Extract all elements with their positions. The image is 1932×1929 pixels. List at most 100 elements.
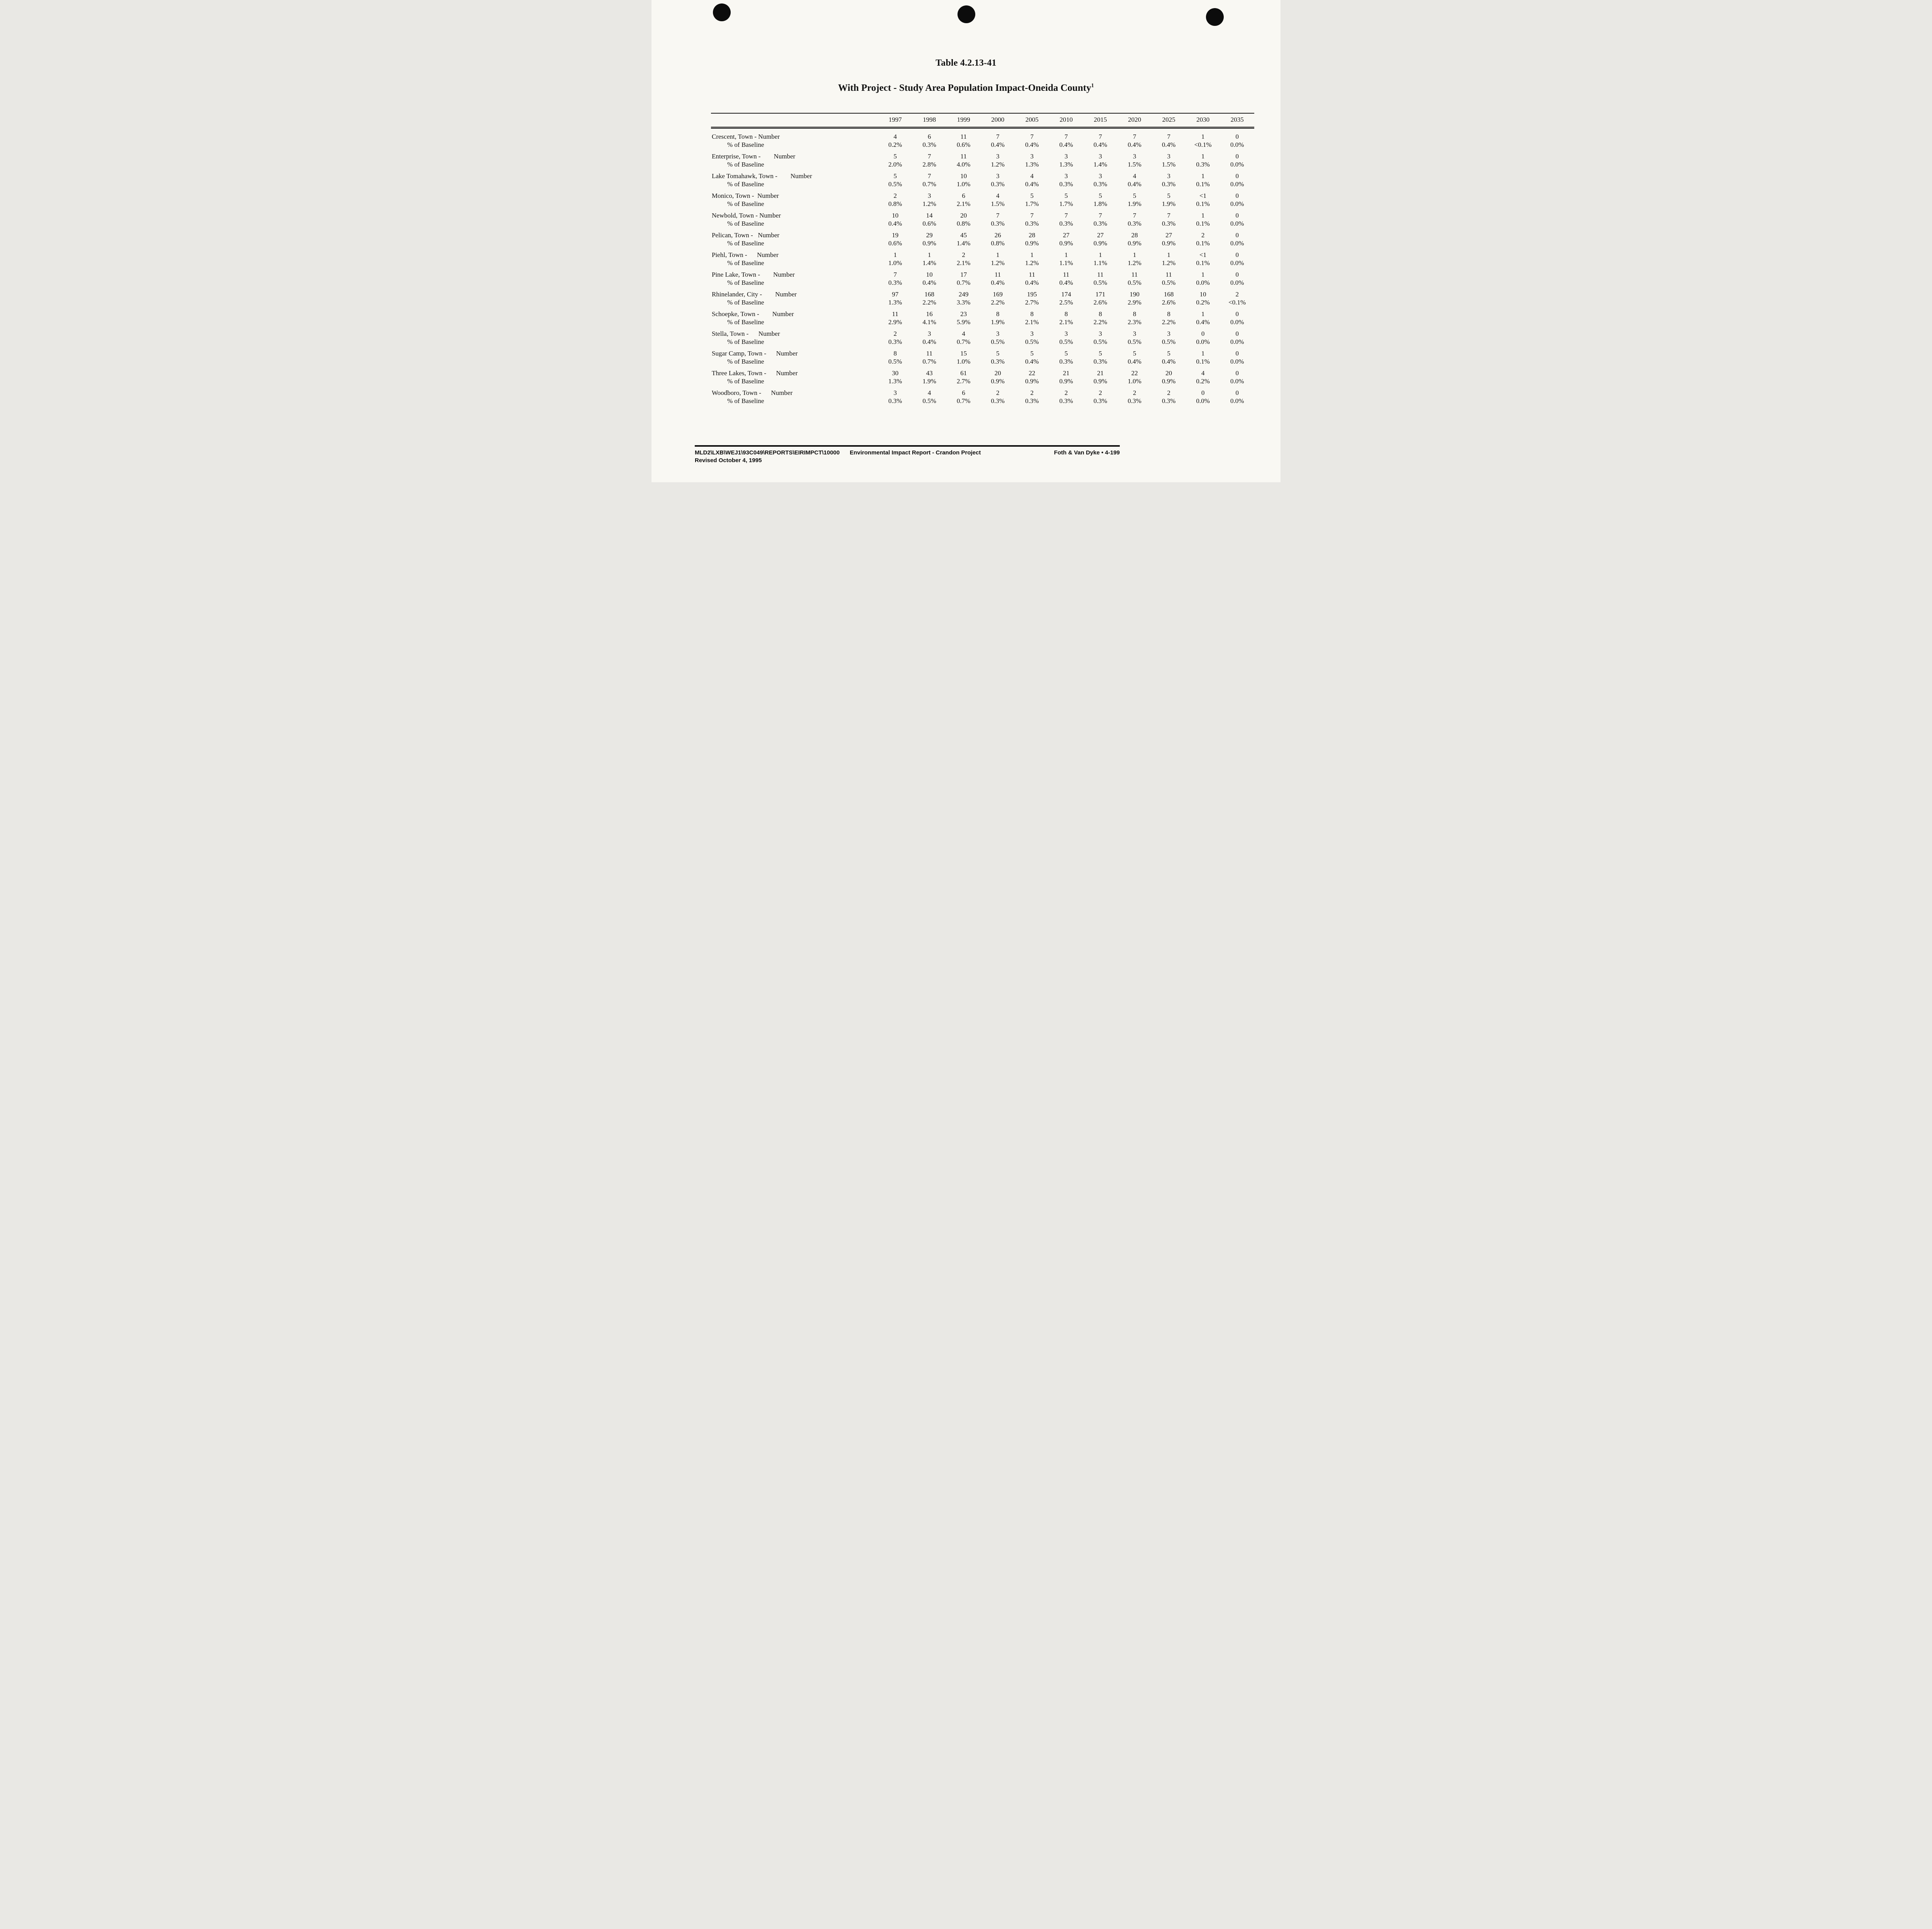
number-value: 2 <box>1064 389 1068 396</box>
percent-value: 1.2% <box>991 259 1005 267</box>
number-value: 20 <box>994 369 1001 377</box>
number-value: 4 <box>1201 369 1205 377</box>
percent-value: 0.0% <box>1230 279 1244 286</box>
town-percent-row: % of Baseline 0.4% 0.6% 0.8% 0.3% 0.3% 0.3% 0.3… <box>711 219 1254 231</box>
percent-value: 2.2% <box>1093 318 1107 326</box>
number-value: 97 <box>892 291 899 298</box>
number-value: 1 <box>1133 251 1136 259</box>
year-header-2010: 2010 <box>1049 113 1083 129</box>
number-value: 3 <box>927 192 931 199</box>
number-value: 3 <box>1030 330 1034 337</box>
percent-value: 0.3% <box>888 279 902 286</box>
number-value: 4 <box>927 389 931 396</box>
percent-value: 0.5% <box>1162 279 1176 286</box>
number-value: 4 <box>1030 172 1034 180</box>
town-number-row: Pelican, Town - Number 19 29 45 26 28 27 27 28 27… <box>711 231 1254 239</box>
town-row-label: Sugar Camp, Town - Number <box>712 350 798 357</box>
town-percent-row: % of Baseline 0.3% 0.5% 0.7% 0.3% 0.3% 0.3% 0.3… <box>711 397 1254 408</box>
percent-value: 2.7% <box>956 378 971 385</box>
number-value: 5 <box>996 350 1000 357</box>
percent-value: <0.1% <box>1228 299 1246 306</box>
table-body: Crescent, Town - Number 4 6 11 7 7 7 7 7 7 1 0% of … <box>711 128 1254 409</box>
number-value: 3 <box>996 172 1000 180</box>
number-value: 21 <box>1063 369 1070 377</box>
percent-value: 2.9% <box>888 318 902 326</box>
number-value: 29 <box>926 231 933 239</box>
number-value: 61 <box>960 369 967 377</box>
hole-punch-icon <box>1206 8 1224 26</box>
number-value: 1 <box>893 251 897 259</box>
number-value: 174 <box>1061 291 1071 298</box>
percent-value: 0.3% <box>1128 397 1141 405</box>
town-percent-row: % of Baseline 1.3% 2.2% 3.3% 2.2% 2.7% 2.5% 2.6… <box>711 298 1254 310</box>
percent-value: 0.0% <box>1196 338 1210 345</box>
number-value: 4 <box>1133 172 1136 180</box>
number-value: 5 <box>1030 350 1034 357</box>
number-value: 17 <box>960 271 967 278</box>
town-number-row: Newbold, Town - Number 10 14 20 7 7 7 7 7 7 1 0 <box>711 211 1254 219</box>
number-value: 22 <box>1029 369 1036 377</box>
percent-value: 1.9% <box>1162 200 1176 208</box>
percent-value: 2.6% <box>1162 299 1176 306</box>
percent-value: 0.4% <box>1128 358 1141 365</box>
percent-value: 0.0% <box>1230 141 1244 148</box>
number-value: 10 <box>1199 291 1206 298</box>
number-value: 30 <box>892 369 899 377</box>
number-value: 43 <box>926 369 933 377</box>
number-value: 2 <box>1133 389 1136 396</box>
percent-value: 0.0% <box>1196 397 1210 405</box>
percent-value: 0.7% <box>922 180 936 188</box>
percent-value: 0.4% <box>1162 141 1176 148</box>
percent-value: 0.4% <box>888 220 902 227</box>
year-header-1998: 1998 <box>912 113 947 129</box>
percent-value: 0.4% <box>1059 141 1073 148</box>
number-value: 2 <box>893 330 897 337</box>
percent-row-label: % of Baseline <box>727 240 764 247</box>
number-value: 7 <box>1099 212 1102 219</box>
footer-publisher-page: Foth & Van Dyke • 4-199 <box>1054 449 1120 456</box>
number-value: 3 <box>1064 153 1068 160</box>
year-header-row: 1997 1998 1999 2000 2005 2010 2015 2020 2025 2030… <box>711 113 1254 129</box>
percent-value: 1.1% <box>1093 259 1107 267</box>
town-row-label: Piehl, Town - Number <box>712 251 779 259</box>
percent-value: 1.0% <box>1128 378 1141 385</box>
number-value: 7 <box>996 133 1000 140</box>
number-value: 5 <box>1133 350 1136 357</box>
percent-value: 0.0% <box>1230 259 1244 267</box>
percent-value: 0.6% <box>888 240 902 247</box>
town-number-row: Piehl, Town - Number 1 1 2 1 1 1 1 1 1 <1 0 <box>711 251 1254 259</box>
town-row-label: Monico, Town - Number <box>712 192 779 199</box>
number-value: 0 <box>1235 251 1239 259</box>
number-value: 3 <box>1099 330 1102 337</box>
footer-report-title: Environmental Impact Report - Crandon Pr… <box>850 449 981 456</box>
number-value: 5 <box>1064 192 1068 199</box>
town-number-row: Three Lakes, Town - Number 30 43 61 20 22 21 21… <box>711 369 1254 377</box>
town-number-row: Lake Tomahawk, Town - Number 5 7 10 3 4 3 3 4 3 1 0 <box>711 172 1254 180</box>
percent-value: 0.9% <box>1059 378 1073 385</box>
percent-value: 0.3% <box>888 397 902 405</box>
number-value: 3 <box>1030 153 1034 160</box>
town-row-label: Pelican, Town - Number <box>712 231 780 239</box>
number-value: 8 <box>1099 310 1102 318</box>
number-value: 28 <box>1029 231 1036 239</box>
percent-value: 0.9% <box>1025 378 1039 385</box>
percent-value: 0.5% <box>888 358 902 365</box>
percent-value: 2.8% <box>922 161 936 168</box>
number-value: 249 <box>958 291 969 298</box>
percent-value: 0.5% <box>991 338 1005 345</box>
percent-value: 2.1% <box>1025 318 1039 326</box>
year-header-2030: 2030 <box>1185 113 1220 129</box>
percent-value: 4.0% <box>956 161 971 168</box>
percent-value: 0.3% <box>1196 161 1210 168</box>
document-page: Table 4.2.13-41 With Project - Study Are… <box>651 0 1281 482</box>
percent-value: 0.4% <box>1128 141 1141 148</box>
percent-value: 0.5% <box>888 180 902 188</box>
town-percent-row: % of Baseline 0.3% 0.4% 0.7% 0.4% 0.4% 0.4% 0.5… <box>711 279 1254 290</box>
number-value: 1 <box>1030 251 1034 259</box>
town-row-label: Lake Tomahawk, Town - Number <box>712 172 812 180</box>
percent-value: 1.0% <box>956 180 971 188</box>
population-impact-table: 1997 1998 1999 2000 2005 2010 2015 2020 2025 2030… <box>711 113 1254 408</box>
number-value: 4 <box>893 133 897 140</box>
number-value: 0 <box>1235 172 1239 180</box>
number-value: 3 <box>996 153 1000 160</box>
